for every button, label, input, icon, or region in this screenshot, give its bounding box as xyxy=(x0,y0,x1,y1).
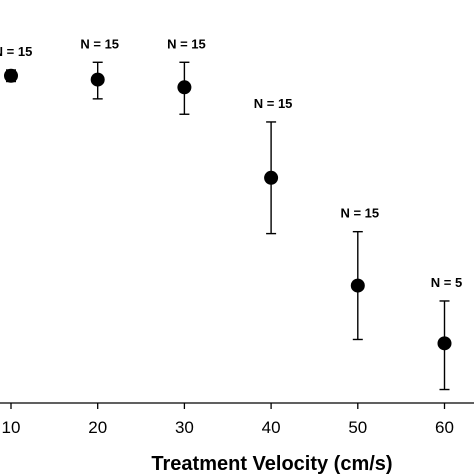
data-point xyxy=(4,68,18,83)
x-tick-label: 60 xyxy=(435,418,454,437)
x-tick-label: 20 xyxy=(88,418,107,437)
data-points xyxy=(4,68,452,351)
n-annotation: N = 15 xyxy=(254,96,293,111)
x-tick-label: 30 xyxy=(175,418,194,437)
data-point xyxy=(350,278,365,293)
data-point xyxy=(177,80,192,95)
n-annotation: N = 5 xyxy=(431,275,462,290)
x-tick-label: 50 xyxy=(348,418,367,437)
n-annotation: N = 15 xyxy=(0,44,32,59)
x-axis-title: Treatment Velocity (cm/s) xyxy=(151,453,392,474)
n-annotation: N = 15 xyxy=(80,36,119,51)
data-point xyxy=(437,336,452,351)
x-tick-label: 40 xyxy=(262,418,281,437)
axes xyxy=(0,402,474,409)
x-tick-labels: 10 20 30 40 50 60 xyxy=(2,418,454,437)
error-bars xyxy=(6,61,450,391)
n-annotation: N = 15 xyxy=(167,36,206,51)
sample-size-labels: N = 15 N = 15 N = 15 N = 15 N = 15 N = 5 xyxy=(0,36,462,290)
n-annotation: N = 15 xyxy=(340,206,379,221)
data-point xyxy=(90,72,105,87)
data-point xyxy=(264,170,279,185)
x-tick-label: 10 xyxy=(2,418,21,437)
